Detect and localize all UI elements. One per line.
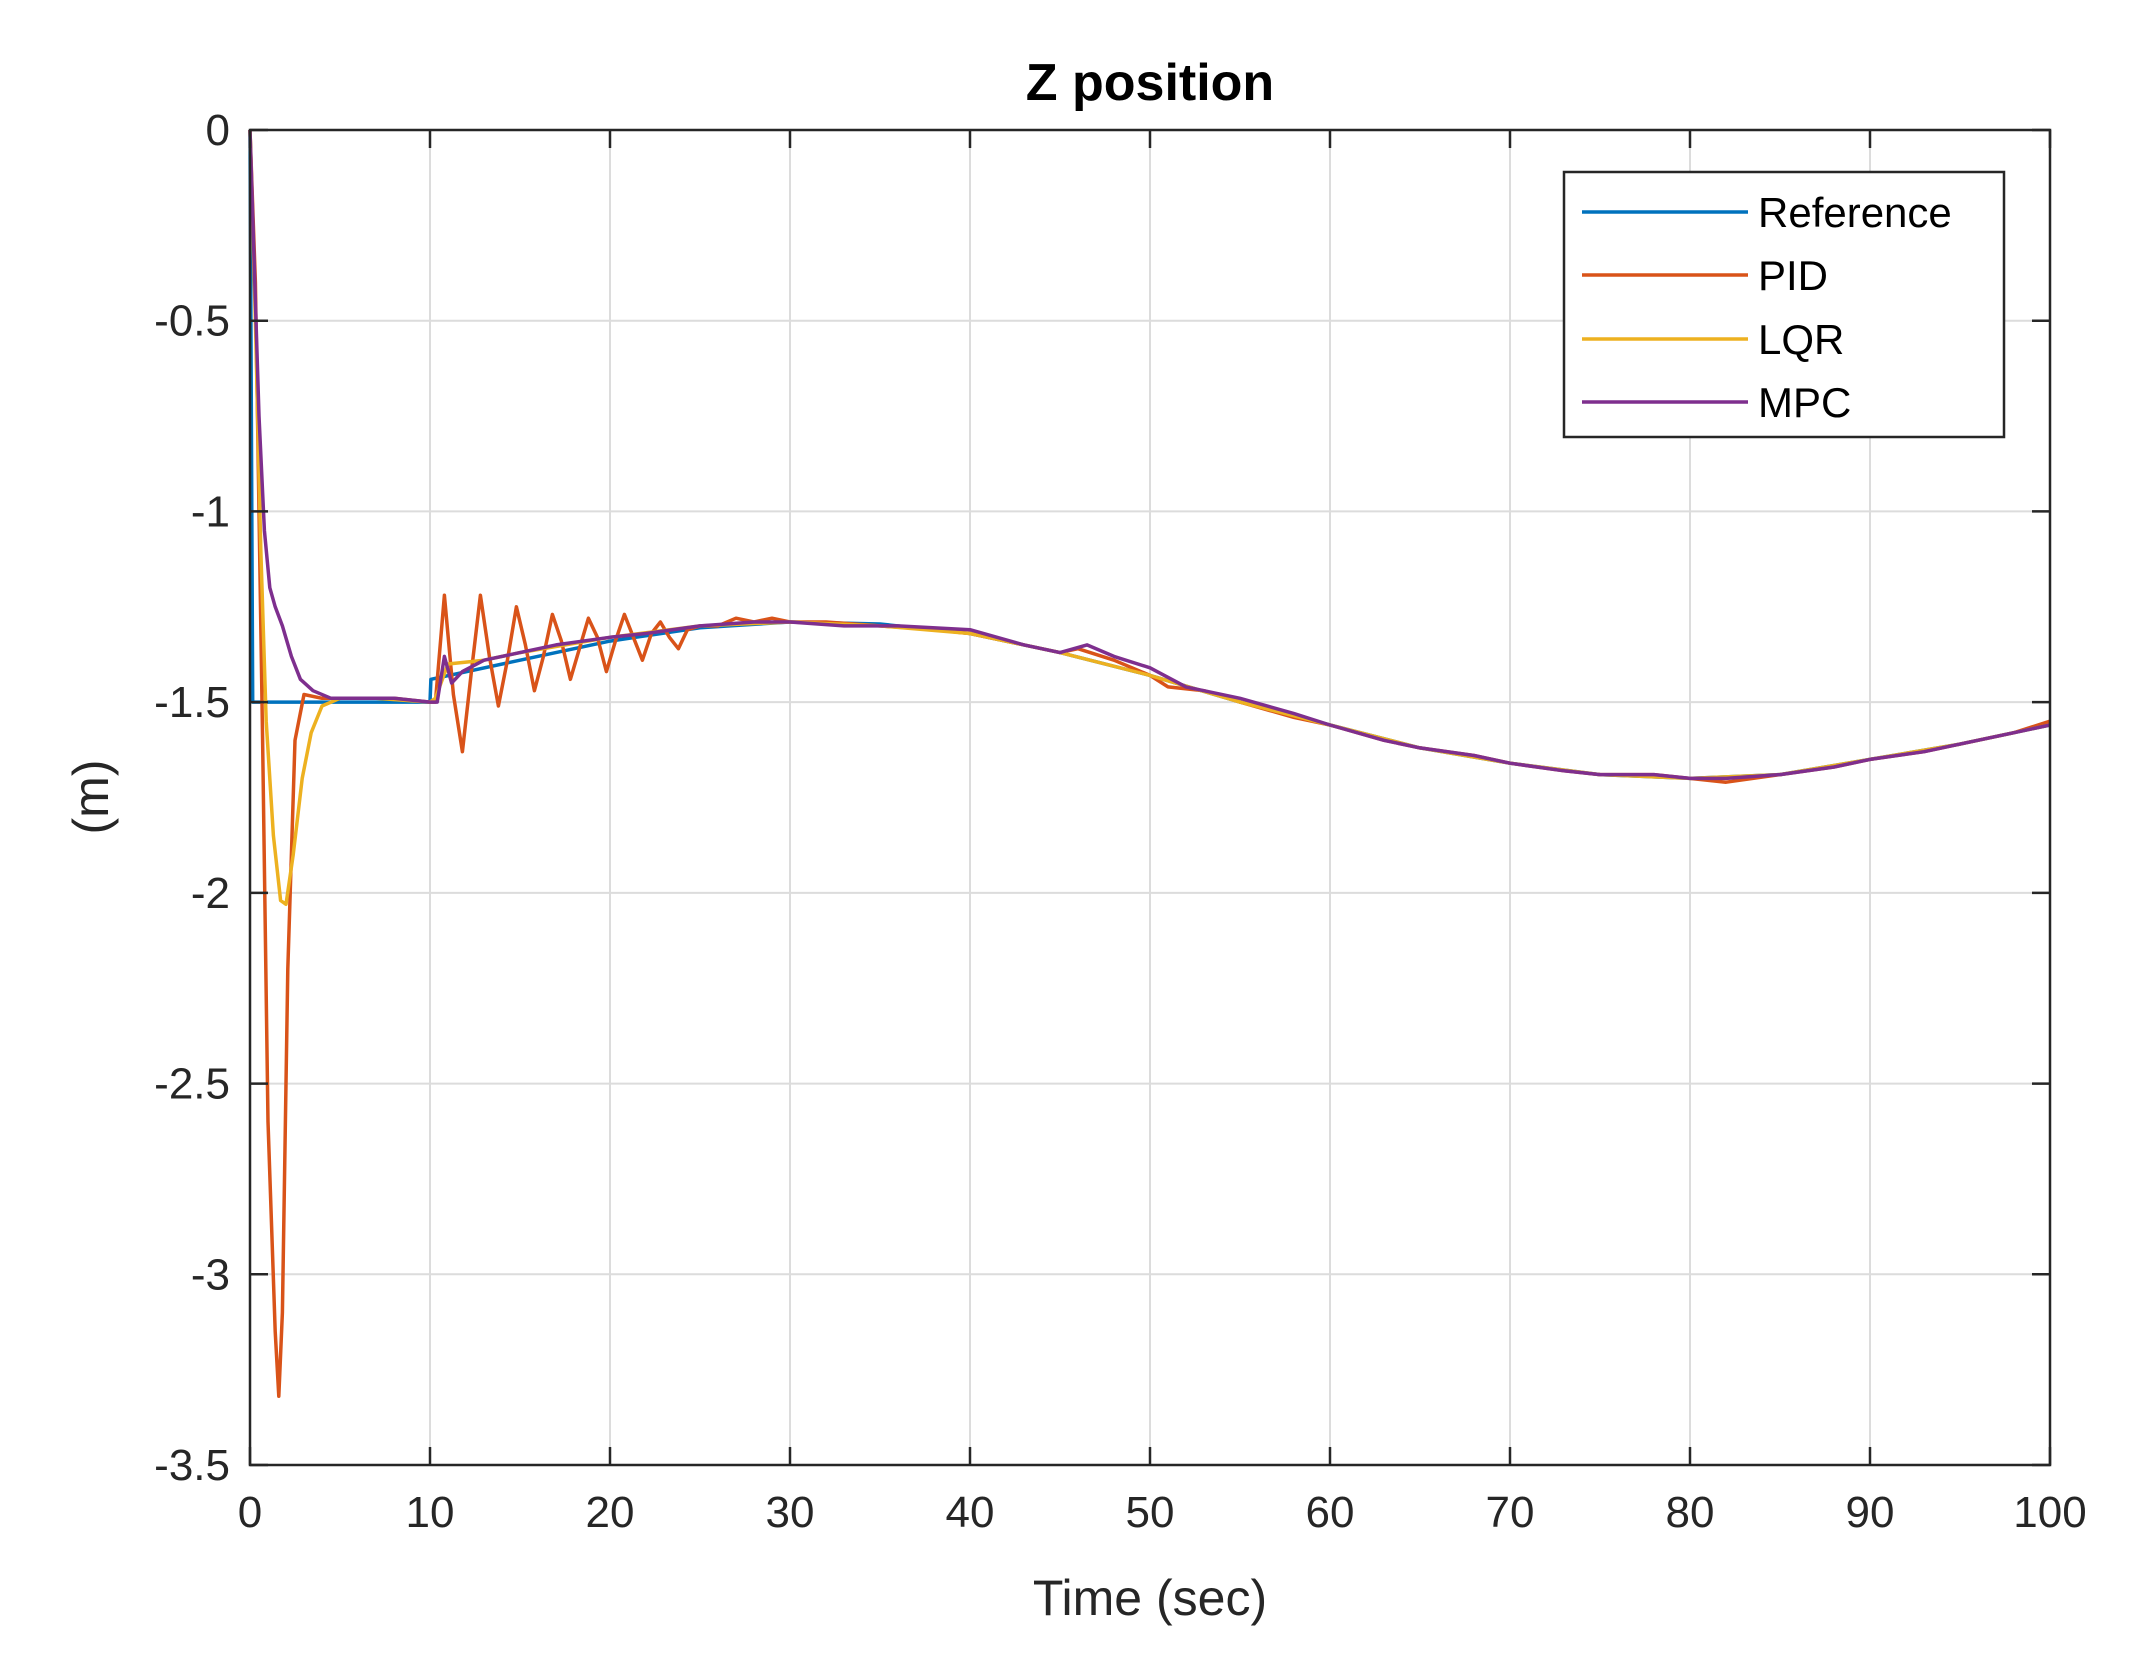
x-tick-label: 20 <box>586 1488 635 1537</box>
chart-title: Z position <box>1026 54 1274 112</box>
x-tick-label: 30 <box>766 1488 815 1537</box>
ticks <box>248 128 2052 1467</box>
y-tick-label: -2.5 <box>154 1060 230 1109</box>
series-layer <box>248 129 2051 1399</box>
x-tick-label: 40 <box>946 1488 995 1537</box>
legend-label-mpc: MPC <box>1758 379 1851 426</box>
legend: Reference PID LQR MPC <box>1562 170 2006 439</box>
legend-label-reference: Reference <box>1758 189 1952 236</box>
y-tick-label: 0 <box>206 106 230 155</box>
x-tick-label: 60 <box>1306 1488 1355 1537</box>
legend-box <box>1562 170 2006 439</box>
y-tick-label: -2 <box>191 869 230 918</box>
y-tick-label: -3.5 <box>154 1441 230 1490</box>
legend-label-lqr: LQR <box>1758 316 1844 363</box>
legend-label-pid: PID <box>1758 252 1828 299</box>
x-tick-label: 50 <box>1126 1488 1175 1537</box>
x-tick-label: 100 <box>2013 1488 2086 1537</box>
y-tick-label: -3 <box>191 1250 230 1299</box>
y-tick-label: -1 <box>191 487 230 536</box>
y-tick-label: -1.5 <box>154 678 230 727</box>
tick-labels: 0 10 20 30 40 50 60 70 80 90 100 0 -0.5 -1 -1.5 -2 -2.5 -… <box>154 106 2087 1537</box>
x-tick-label: 10 <box>406 1488 455 1537</box>
x-tick-label: 80 <box>1666 1488 1715 1537</box>
y-tick-label: -0.5 <box>154 297 230 346</box>
y-axis-label: (m) <box>63 760 119 835</box>
x-axis-label: Time (sec) <box>1033 1570 1267 1626</box>
series-line-mpc <box>248 129 2051 781</box>
x-tick-label: 70 <box>1486 1488 1535 1537</box>
x-tick-label: 90 <box>1846 1488 1895 1537</box>
x-tick-label: 0 <box>238 1488 262 1537</box>
